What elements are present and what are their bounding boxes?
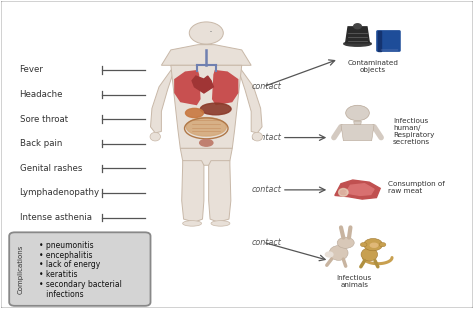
Circle shape xyxy=(354,24,361,29)
Ellipse shape xyxy=(200,139,213,146)
FancyBboxPatch shape xyxy=(377,31,400,51)
Text: contact: contact xyxy=(251,185,281,194)
Polygon shape xyxy=(151,64,175,133)
Text: • secondary bacterial: • secondary bacterial xyxy=(38,280,121,289)
Text: contact: contact xyxy=(251,133,281,142)
Text: • lack of energy: • lack of energy xyxy=(38,260,100,269)
Text: • encephalitis: • encephalitis xyxy=(38,251,92,260)
Circle shape xyxy=(360,243,367,247)
Ellipse shape xyxy=(329,246,348,260)
Circle shape xyxy=(346,105,369,121)
Polygon shape xyxy=(180,148,232,165)
Polygon shape xyxy=(161,45,251,65)
Ellipse shape xyxy=(211,221,230,226)
Polygon shape xyxy=(171,65,242,148)
Text: Consumption of
raw meat: Consumption of raw meat xyxy=(388,181,445,194)
Polygon shape xyxy=(201,45,212,50)
Text: • keratitis: • keratitis xyxy=(38,270,77,279)
Polygon shape xyxy=(182,161,204,222)
Ellipse shape xyxy=(186,118,227,136)
Ellipse shape xyxy=(370,243,378,247)
Ellipse shape xyxy=(150,132,160,141)
Polygon shape xyxy=(212,70,238,105)
Ellipse shape xyxy=(361,248,378,261)
Text: Genital rashes: Genital rashes xyxy=(19,164,82,173)
Circle shape xyxy=(325,252,333,257)
Polygon shape xyxy=(209,161,231,222)
FancyBboxPatch shape xyxy=(378,32,381,51)
Text: Complications: Complications xyxy=(18,244,24,294)
Ellipse shape xyxy=(338,188,348,196)
Text: Sore throat: Sore throat xyxy=(19,115,68,124)
FancyBboxPatch shape xyxy=(9,232,151,306)
Text: contact: contact xyxy=(251,238,281,247)
Text: Infectious
animals: Infectious animals xyxy=(337,275,372,288)
Polygon shape xyxy=(192,76,213,93)
Polygon shape xyxy=(335,180,380,199)
Circle shape xyxy=(379,243,386,247)
Circle shape xyxy=(364,239,383,251)
Ellipse shape xyxy=(182,221,201,226)
Circle shape xyxy=(189,22,223,44)
Text: infections: infections xyxy=(38,290,83,299)
Polygon shape xyxy=(341,125,374,141)
Ellipse shape xyxy=(344,41,371,46)
Text: Infectious
human/
Respiratory
secretions: Infectious human/ Respiratory secretions xyxy=(393,118,434,145)
Text: Contaminated
objects: Contaminated objects xyxy=(347,60,398,73)
Ellipse shape xyxy=(252,132,263,141)
Circle shape xyxy=(337,237,354,248)
Text: Headache: Headache xyxy=(19,90,63,99)
Polygon shape xyxy=(346,184,374,195)
Text: Fever: Fever xyxy=(19,66,44,74)
Polygon shape xyxy=(174,70,201,105)
Text: Back pain: Back pain xyxy=(19,139,62,148)
Text: Lymphadenopathy: Lymphadenopathy xyxy=(19,188,100,197)
Text: • pneumonitis: • pneumonitis xyxy=(38,241,93,250)
Text: Intense asthenia: Intense asthenia xyxy=(19,213,91,222)
Ellipse shape xyxy=(201,103,231,115)
Text: contact: contact xyxy=(251,82,281,91)
Polygon shape xyxy=(346,27,369,43)
Polygon shape xyxy=(354,121,361,125)
Ellipse shape xyxy=(185,108,203,118)
Polygon shape xyxy=(237,64,262,133)
